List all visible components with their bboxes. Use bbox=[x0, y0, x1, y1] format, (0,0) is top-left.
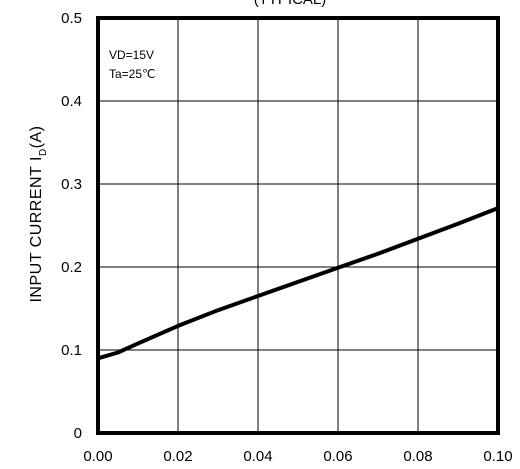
grid bbox=[98, 18, 498, 433]
plot-frame bbox=[96, 16, 500, 435]
y-tick-label: 0 bbox=[74, 425, 82, 442]
x-tick-label: 0.00 bbox=[83, 448, 112, 465]
x-tick-labels: 0.00 0.02 0.04 0.06 0.08 0.10 bbox=[83, 448, 512, 465]
x-tick-label: 0.08 bbox=[403, 448, 432, 465]
annotation-ta: Ta=25℃ bbox=[109, 67, 156, 81]
x-tick-label: 0.02 bbox=[163, 448, 192, 465]
x-tick-label: 0.10 bbox=[483, 448, 512, 465]
y-axis-label-unit: (A) bbox=[28, 125, 45, 148]
y-tick-label: 0.1 bbox=[61, 342, 82, 359]
y-tick-label: 0.4 bbox=[61, 93, 82, 110]
y-tick-label: 0.2 bbox=[61, 259, 82, 276]
y-axis-label-main: INPUT CURRENT I bbox=[28, 156, 45, 302]
x-tick-label: 0.06 bbox=[323, 448, 352, 465]
y-axis-label: INPUT CURRENT ID(A) bbox=[28, 125, 49, 302]
chart-title: (TYPICAL) bbox=[254, 0, 327, 8]
y-axis-label-sub: D bbox=[38, 148, 49, 156]
y-tick-label: 0.5 bbox=[61, 10, 82, 27]
y-tick-labels: 0 0.1 0.2 0.3 0.4 0.5 bbox=[61, 10, 82, 442]
x-tick-label: 0.04 bbox=[243, 448, 272, 465]
y-tick-label: 0.3 bbox=[61, 176, 82, 193]
series-line bbox=[96, 206, 500, 361]
annotation-vd: VD=15V bbox=[109, 48, 154, 62]
